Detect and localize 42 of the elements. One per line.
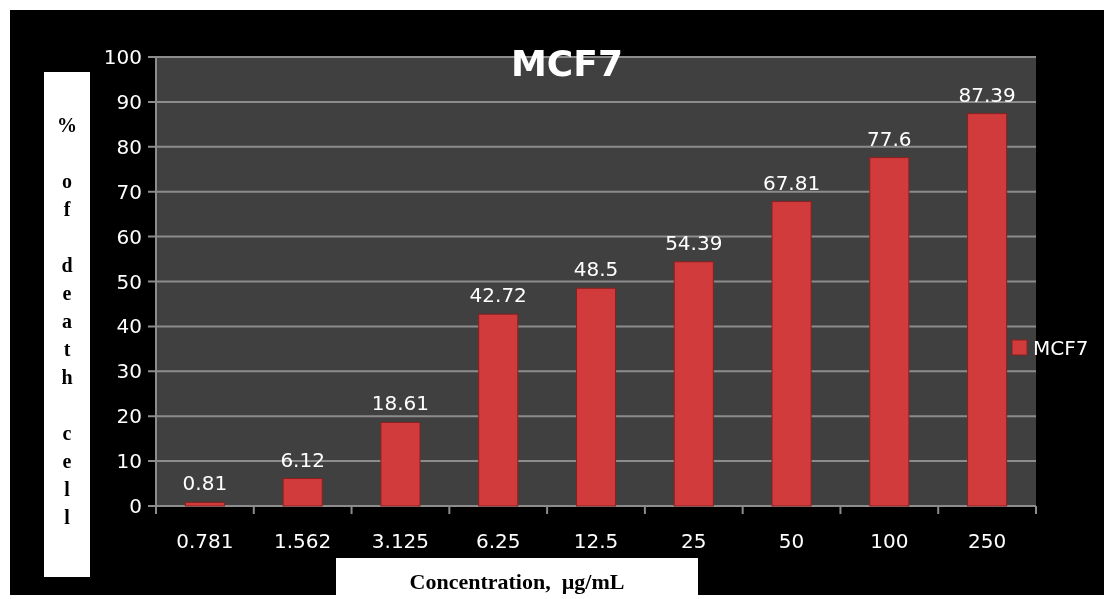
bar <box>771 201 812 507</box>
x-tick-label: 0.781 <box>176 529 234 553</box>
bar <box>869 157 910 507</box>
bar <box>575 287 617 507</box>
x-tick-label: 3.125 <box>371 529 430 553</box>
x-tick-label: 50 <box>778 529 805 553</box>
data-label: 6.12 <box>280 447 325 472</box>
y-tick-label: 100 <box>103 45 142 69</box>
bar <box>478 313 519 507</box>
x-axis-title: Concentration, µg/mL <box>409 569 625 594</box>
chart-title: MCF7 <box>511 43 623 84</box>
y-tick-label: 70 <box>116 179 142 204</box>
y-tick-label: 20 <box>116 404 142 429</box>
data-label: 0.81 <box>182 471 228 496</box>
legend-label: MCF7 <box>1033 336 1089 360</box>
x-tick-label: 100 <box>870 529 909 553</box>
data-label: 54.39 <box>665 230 723 255</box>
x-tick-label: 12.5 <box>573 529 619 553</box>
bar <box>380 421 421 507</box>
data-label: 48.5 <box>573 257 619 282</box>
bar <box>673 261 714 507</box>
x-tick-label: 6.25 <box>475 529 521 553</box>
data-label: 18.61 <box>371 391 430 416</box>
bar <box>282 478 323 507</box>
y-tick-label: 90 <box>116 89 142 114</box>
y-tick-label: 40 <box>116 314 142 339</box>
y-tick-label: 50 <box>116 269 142 294</box>
data-label: 67.81 <box>762 170 821 195</box>
data-label: 77.6 <box>867 126 912 151</box>
y-tick-label: 0 <box>129 494 142 518</box>
text: % of death cell <box>57 114 77 528</box>
x-tick-label: 25 <box>681 529 707 553</box>
y-tick-label: 10 <box>116 449 142 474</box>
bar <box>184 501 225 507</box>
y-tick-label: 80 <box>116 134 142 159</box>
data-label: 87.39 <box>958 82 1016 107</box>
y-tick-label: 60 <box>116 224 142 249</box>
bar <box>967 113 1008 507</box>
x-tick-label: 1.562 <box>274 529 332 553</box>
data-label: 42.72 <box>469 283 527 308</box>
x-tick-label: 250 <box>968 529 1007 553</box>
y-tick-label: 30 <box>116 359 142 384</box>
